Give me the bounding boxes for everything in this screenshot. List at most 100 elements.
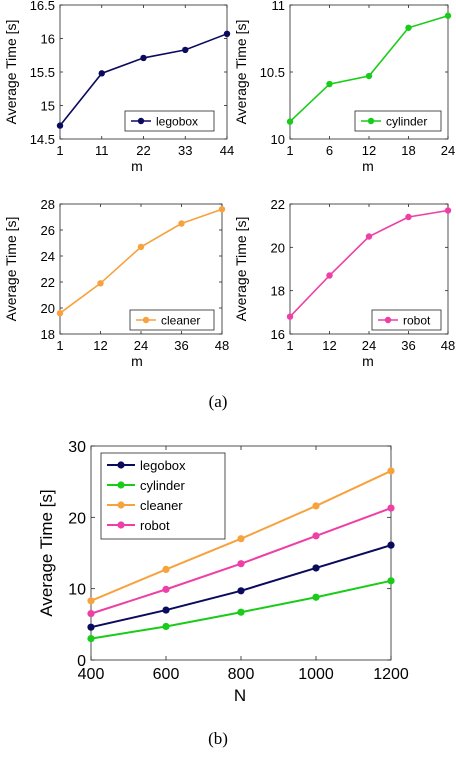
data-point-legobox — [162, 606, 170, 614]
x-tick-label: 36 — [174, 338, 188, 353]
series-line-cleaner — [59, 208, 223, 314]
x-tick-label: 24 — [362, 338, 376, 353]
x-tick-label: 48 — [215, 338, 229, 353]
y-tick-label: 22 — [41, 275, 55, 290]
data-point-legobox — [223, 30, 231, 38]
x-tick-label: 24 — [134, 338, 148, 353]
data-point-legobox — [312, 564, 320, 572]
legend-label-cleaner: cleaner — [161, 314, 200, 328]
x-tick-label: 1 — [286, 338, 293, 353]
y-tick-label: 26 — [41, 223, 55, 238]
data-point-robot — [312, 532, 320, 540]
legend: legobox — [124, 110, 215, 132]
data-point-legobox — [56, 122, 64, 129]
x-axis-label: m — [362, 353, 374, 369]
x-axis-label: m — [131, 353, 143, 369]
legend-marker-cylinder — [367, 117, 375, 125]
y-tick-label: 24 — [41, 249, 55, 264]
y-tick-label: 15.5 — [30, 65, 55, 80]
data-point-cleaner — [137, 243, 145, 251]
data-point-cylinder — [162, 622, 170, 631]
legend: robot — [371, 309, 442, 331]
y-tick-label: 30 — [68, 439, 86, 456]
y-tick-label: 28 — [41, 197, 55, 212]
chart-a-bottom-right: 1 12 24 36 48 16 18 20 22 m Average Time [s] robot — [233, 197, 455, 369]
y-axis-label: Average Time [s] — [3, 20, 19, 125]
data-point-cleaner — [87, 597, 95, 605]
legend-box — [129, 309, 215, 331]
data-point-robot — [87, 610, 95, 618]
x-axis-label: m — [362, 158, 374, 174]
x-tick-label: 48 — [441, 338, 455, 353]
data-point-cleaner — [237, 535, 245, 543]
y-tick-label: 20 — [271, 240, 285, 255]
data-point-cleaner — [312, 502, 320, 510]
y-axis-label: Average Time [s] — [37, 489, 56, 616]
x-tick-label: 1 — [286, 143, 293, 158]
data-point-cleaner — [162, 565, 170, 574]
data-point-legobox — [237, 587, 245, 595]
y-axis-label: Average Time [s] — [233, 217, 249, 322]
chart-a-top-right: 1 6 12 18 24 10 10.5 11 m Average Time [s] cylinde… — [233, 0, 455, 174]
x-tick-label: 11 — [95, 143, 109, 158]
legend-box — [354, 110, 442, 132]
y-tick-label: 22 — [271, 197, 285, 212]
x-tick-label: 44 — [220, 143, 234, 158]
legend-marker-legobox — [117, 461, 125, 469]
y-tick-label: 16.5 — [30, 0, 55, 13]
data-point-robot — [365, 233, 373, 240]
legend: cleaner — [129, 309, 215, 331]
legend-box — [124, 110, 215, 132]
y-tick-label: 10 — [271, 132, 285, 147]
x-tick-label: 12 — [93, 338, 107, 353]
y-tick-label: 15 — [41, 99, 55, 114]
data-point-legobox — [387, 541, 395, 549]
y-tick-label: 10.5 — [260, 65, 285, 80]
y-tick-label: 20 — [41, 301, 55, 316]
x-tick-label: 600 — [153, 666, 180, 683]
x-tick-label: 1 — [56, 338, 63, 353]
y-tick-label: 18 — [41, 327, 55, 342]
x-axis-label: m — [131, 158, 143, 174]
data-point-robot — [286, 313, 294, 320]
legend-marker-legobox — [137, 117, 145, 125]
data-point-cylinder — [87, 635, 95, 643]
data-point-robot — [405, 213, 412, 221]
y-tick-label: 11 — [272, 0, 286, 13]
data-point-robot — [326, 272, 333, 279]
legend-label-legobox: legobox — [140, 458, 186, 473]
x-tick-label: 1 — [56, 143, 63, 158]
data-point-cylinder — [312, 593, 320, 601]
data-point-cylinder — [405, 24, 412, 31]
x-tick-label: 33 — [178, 143, 192, 158]
legend-label-robot: robot — [403, 314, 431, 328]
data-point-legobox — [98, 70, 105, 77]
data-point-cleaner — [387, 467, 395, 475]
x-tick-label: 22 — [136, 143, 150, 158]
y-tick-label: 10 — [68, 582, 86, 599]
data-point-cylinder — [237, 608, 245, 616]
legend-label-cleaner: cleaner — [140, 498, 183, 513]
data-point-cylinder — [365, 72, 373, 80]
legend-box — [371, 309, 442, 331]
x-tick-label: 6 — [326, 143, 333, 158]
y-tick-label: 16 — [271, 327, 285, 342]
data-point-robot — [444, 207, 452, 214]
x-tick-label: 1000 — [298, 666, 334, 683]
x-tick-label: 18 — [401, 143, 415, 158]
data-point-cylinder — [387, 577, 395, 585]
caption-a: (a) — [209, 392, 228, 411]
data-point-legobox — [182, 46, 189, 54]
y-axis-label: Average Time [s] — [3, 217, 19, 322]
x-tick-label: 800 — [228, 666, 255, 683]
y-tick-label: 18 — [271, 284, 285, 299]
y-tick-label: 16 — [41, 32, 55, 47]
legend-marker-cylinder — [117, 481, 125, 489]
caption-b: (b) — [208, 729, 228, 748]
legend-marker-robot — [117, 521, 125, 529]
data-point-cylinder — [444, 12, 452, 19]
legend-label-legobox: legobox — [156, 115, 198, 129]
legend-marker-robot — [384, 316, 392, 324]
